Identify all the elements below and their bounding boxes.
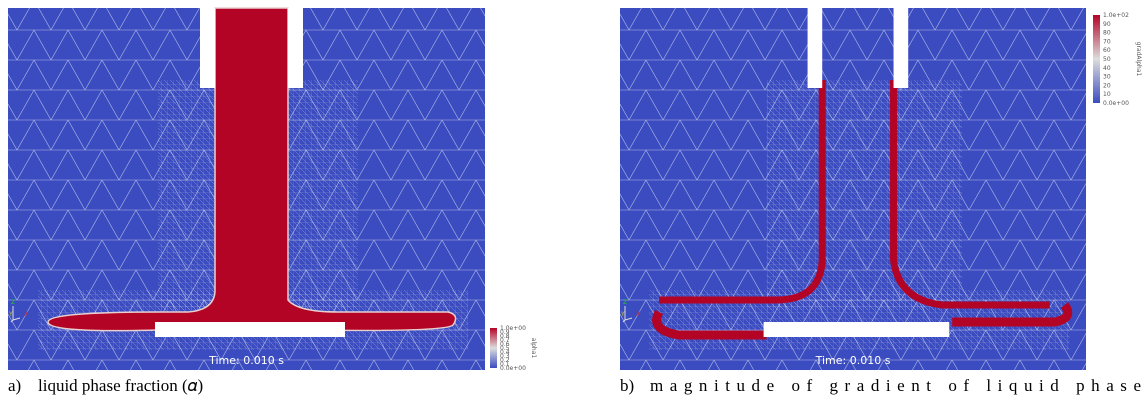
colorbar-tick-label: 0.1	[500, 361, 510, 368]
colorbar-tick-label: 10	[1103, 91, 1111, 98]
colorbar-tick-label: 30	[1103, 74, 1111, 81]
axes-triad	[622, 306, 633, 323]
colorbar-title: alpha1	[530, 338, 537, 359]
colorbar-tick-label: 0.6	[500, 341, 510, 348]
inlet-wall	[807, 8, 823, 88]
inlet-wall	[200, 8, 215, 88]
caption-label: a)	[8, 376, 21, 395]
plate	[763, 322, 950, 337]
caption: liquid phase fraction (𝛼)	[38, 376, 203, 395]
interface	[659, 80, 1050, 309]
colorbar-tick-label: 0.7	[500, 337, 510, 344]
plate	[155, 322, 345, 337]
axis-letter: Z	[623, 299, 627, 306]
colorbar-tick-label: 50	[1103, 56, 1111, 63]
axis-letter: Y	[620, 311, 625, 318]
colorbar	[490, 328, 497, 368]
axis-letter: Y	[8, 311, 13, 318]
inlet-wall	[893, 8, 909, 88]
inlet-wall	[288, 8, 303, 88]
colorbar-tick-label: 70	[1103, 38, 1111, 45]
time-label: Time: 0.010 s	[815, 354, 891, 367]
colorbar-title: gradAlpha1	[1135, 42, 1142, 77]
colorbar-tick-label: 20	[1103, 82, 1111, 89]
axis-letter: X	[24, 311, 28, 318]
mesh-refined	[766, 80, 962, 310]
colorbar-tick-label: 0.8	[500, 333, 510, 340]
colorbar-tick-label: 60	[1103, 47, 1111, 54]
axes-triad	[10, 306, 21, 323]
colorbar-tick-label: 0.0e+00	[500, 365, 526, 372]
colorbar-tick-label: 40	[1103, 65, 1111, 72]
caption-label: b)	[620, 376, 634, 395]
colorbar-tick-label: 0.4	[500, 349, 510, 356]
caption: magnitude of gradient of liquid phase	[650, 376, 1141, 395]
colorbar	[1093, 15, 1100, 103]
colorbar-tick-label: 0.2	[500, 357, 510, 364]
colorbar-tick-label: 80	[1103, 30, 1111, 37]
colorbar-tick-label: 0.3	[500, 353, 510, 360]
colorbar-tick-label: 90	[1103, 21, 1111, 28]
colorbar-tick-label: 1.0e+02	[1103, 12, 1129, 19]
simulation-panel: Time: 0.010 sZY X1.0e+000.90.80.70.60.50.…	[8, 7, 537, 395]
time-label: Time: 0.010 s	[208, 354, 284, 367]
colorbar-tick-label: 0.9	[500, 329, 510, 336]
axis-letter: Z	[11, 299, 15, 306]
interface	[652, 302, 1073, 340]
colorbar-tick-label: 0.5	[500, 345, 510, 352]
colorbar-tick-label: 0.0e+00	[1103, 100, 1129, 107]
colorbar-tick-label: 1.0e+00	[500, 325, 526, 332]
axis-letter: X	[636, 311, 640, 318]
